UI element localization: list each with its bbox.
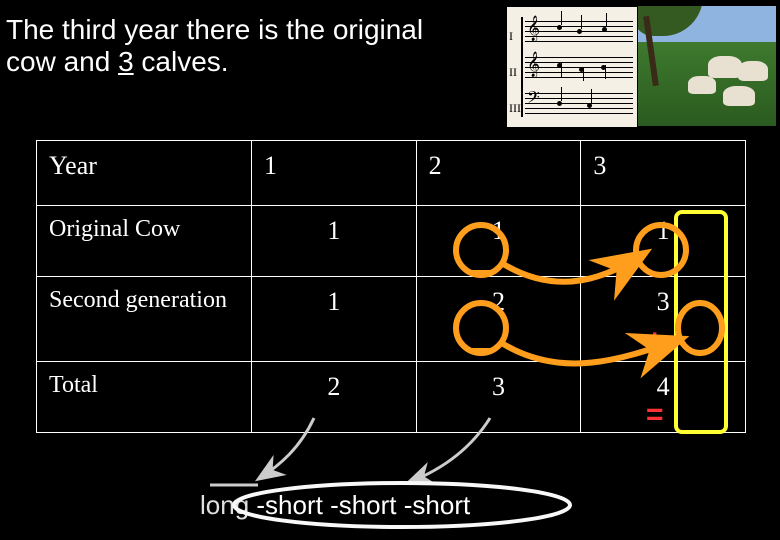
table-row: Second generation 1 2 3 (37, 277, 746, 362)
col-2: 2 (416, 141, 581, 206)
title-line1: The third year there is the original (6, 14, 423, 45)
table-row: Original Cow 1 1 1 (37, 206, 746, 277)
rhythm-long: long (200, 490, 249, 520)
slide: The third year there is the original cow… (0, 0, 780, 540)
col-3: 3 (581, 141, 746, 206)
row-label: Original Cow (37, 206, 252, 277)
cell: 1 (581, 206, 746, 277)
rhythm-shorts: -short -short -short (249, 490, 470, 520)
table-header-row: Year 1 2 3 (37, 141, 746, 206)
col-year: Year (37, 141, 252, 206)
rhythm-text: long -short -short -short (200, 490, 470, 521)
cell: 1 (252, 277, 417, 362)
cell: 2 (416, 277, 581, 362)
title-text: The third year there is the original cow… (6, 14, 496, 78)
plus-symbol: + (646, 324, 664, 358)
cell: 1 (252, 206, 417, 277)
title-line2-pre: cow and (6, 46, 118, 77)
row-label: Second generation (37, 277, 252, 362)
music-notation-image: I II III 𝄞 𝄞 𝄢 (506, 6, 638, 128)
data-table: Year 1 2 3 Original Cow 1 1 1 Second gen… (36, 140, 746, 433)
table-row: Total 2 3 4 (37, 362, 746, 433)
cell: 1 (416, 206, 581, 277)
row-label: Total (37, 362, 252, 433)
cell: 2 (252, 362, 417, 433)
title-three: 3 (118, 46, 134, 77)
col-1: 1 (252, 141, 417, 206)
equals-symbol: = (646, 398, 664, 432)
title-line2-post: calves. (134, 46, 229, 77)
cell: 3 (416, 362, 581, 433)
cows-photo (638, 6, 776, 126)
